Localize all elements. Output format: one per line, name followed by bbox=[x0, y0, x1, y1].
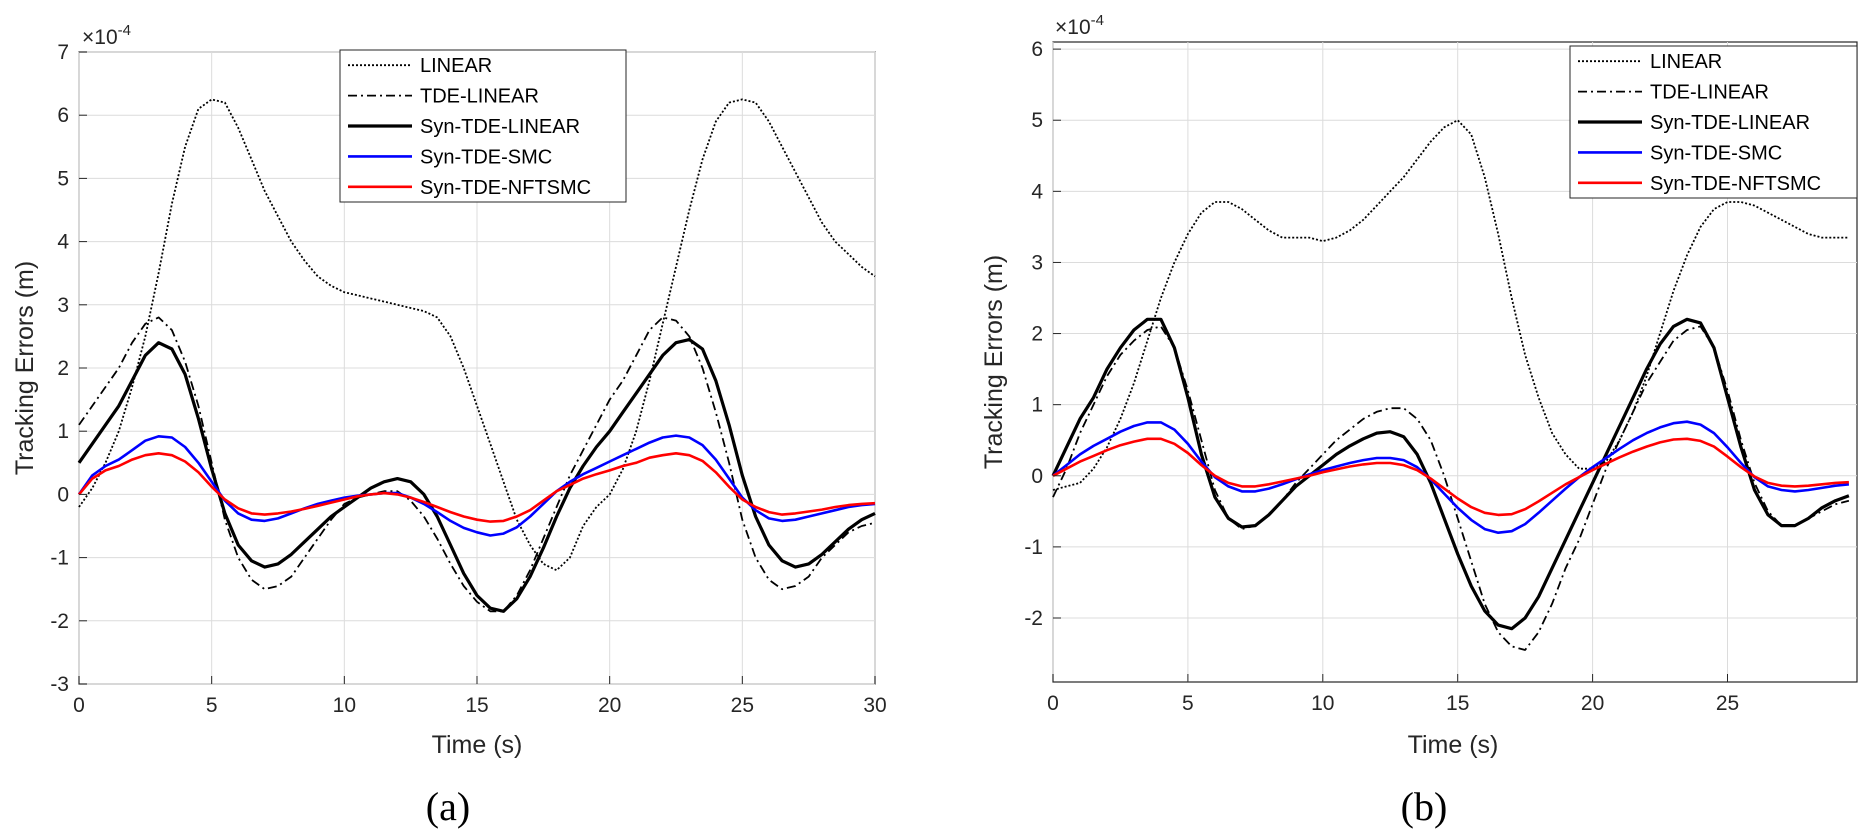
ticks-b: 0 5 10 15 20 25 -2 -1 0 1 2 3 4 5 6 bbox=[1024, 38, 1739, 715]
y-tick-label: 2 bbox=[1031, 323, 1043, 346]
ticks-a: 0 5 10 15 20 25 30 -3 -2 -1 0 1 2 3 4 5 6 7 bbox=[50, 41, 886, 717]
y-tick-label: 7 bbox=[57, 41, 69, 64]
y-tick-label: 5 bbox=[1031, 109, 1043, 132]
series-line-syn-tde-smc bbox=[1052, 420, 1850, 535]
y-tick-label: 3 bbox=[1031, 251, 1043, 274]
series-line-linear bbox=[1052, 119, 1849, 491]
x-tick-label: 0 bbox=[73, 694, 85, 717]
legend-label: LINEAR bbox=[1650, 51, 1722, 73]
y-tick-label: -3 bbox=[50, 673, 69, 696]
legend-label: Syn-TDE-LINEAR bbox=[420, 116, 580, 138]
series-group-b bbox=[1051, 119, 1850, 651]
y-multiplier-a: ×10-4 bbox=[82, 22, 131, 49]
legend-label: TDE-LINEAR bbox=[1650, 82, 1769, 104]
y-tick-label: 5 bbox=[57, 167, 69, 190]
x-tick-label: 20 bbox=[1581, 692, 1604, 715]
y-multiplier-b: ×10-4 bbox=[1055, 12, 1104, 39]
x-tick-label: 20 bbox=[598, 694, 621, 717]
legend-label: Syn-TDE-NFTSMC bbox=[1650, 173, 1821, 195]
y-tick-label: -2 bbox=[50, 610, 69, 633]
x-tick-label: 5 bbox=[1182, 692, 1194, 715]
legend-label: Syn-TDE-NFTSMC bbox=[420, 177, 591, 199]
y-tick-label: 1 bbox=[57, 420, 69, 443]
legend-label: Syn-TDE-LINEAR bbox=[1650, 112, 1810, 134]
x-tick-label: 0 bbox=[1047, 692, 1059, 715]
legend-b: LINEAR TDE-LINEAR Syn-TDE-LINEAR Syn-TDE-SM… bbox=[1569, 45, 1858, 199]
y-tick-label: 0 bbox=[57, 483, 69, 506]
y-axis-label-b: Tracking Errors (m) bbox=[980, 255, 1008, 469]
series-group-a bbox=[77, 98, 876, 613]
x-tick-label: 30 bbox=[863, 694, 886, 717]
legend-label: LINEAR bbox=[420, 55, 492, 77]
y-tick-label: 4 bbox=[1031, 180, 1043, 203]
y-tick-label: -1 bbox=[1024, 536, 1043, 559]
caption-a: (a) bbox=[426, 784, 470, 829]
x-tick-label: 25 bbox=[731, 694, 754, 717]
chart-panel-b: 0 5 10 15 20 25 -2 -1 0 1 2 3 4 5 6 ×10-4 Time (s) Tra… bbox=[980, 12, 1858, 829]
x-axis-label-b: Time (s) bbox=[1408, 731, 1499, 759]
y-tick-label: 1 bbox=[1031, 394, 1043, 417]
x-tick-label: 15 bbox=[465, 694, 488, 717]
x-tick-label: 5 bbox=[206, 694, 218, 717]
y-tick-label: 2 bbox=[57, 357, 69, 380]
caption-b: (b) bbox=[1401, 784, 1448, 829]
y-tick-label: -2 bbox=[1024, 607, 1043, 630]
y-tick-label: -1 bbox=[50, 547, 69, 570]
x-tick-label: 10 bbox=[1311, 692, 1334, 715]
legend-a: LINEAR TDE-LINEAR Syn-TDE-LINEAR Syn-TDE-SM… bbox=[339, 49, 627, 203]
series-line-syn-tde-nftsmc bbox=[78, 451, 876, 523]
legend-label: Syn-TDE-SMC bbox=[420, 146, 552, 168]
y-tick-label: 6 bbox=[57, 104, 69, 127]
x-tick-label: 15 bbox=[1446, 692, 1469, 715]
chart-panel-a: 0 5 10 15 20 25 30 -3 -2 -1 0 1 2 3 4 5 6 7 ×10-4 Time (s… bbox=[11, 22, 887, 829]
series-line-syn-tde-linear bbox=[77, 338, 876, 613]
series-line-syn-tde-nftsmc bbox=[1052, 437, 1849, 517]
y-tick-label: 0 bbox=[1031, 465, 1043, 488]
legend-label: TDE-LINEAR bbox=[420, 86, 539, 108]
legend-label: Syn-TDE-SMC bbox=[1650, 142, 1782, 164]
x-tick-label: 25 bbox=[1716, 692, 1739, 715]
x-axis-label-a: Time (s) bbox=[432, 731, 523, 759]
x-tick-label: 10 bbox=[333, 694, 356, 717]
y-tick-label: 3 bbox=[57, 294, 69, 317]
series-line-syn-tde-smc bbox=[77, 434, 876, 537]
series-line-linear bbox=[78, 98, 876, 572]
y-axis-label-a: Tracking Errors (m) bbox=[11, 261, 39, 475]
series-line-syn-tde-linear bbox=[1051, 317, 1850, 631]
y-tick-label: 4 bbox=[57, 231, 69, 254]
series-line-tde-linear bbox=[78, 316, 876, 613]
y-tick-label: 6 bbox=[1031, 38, 1043, 61]
